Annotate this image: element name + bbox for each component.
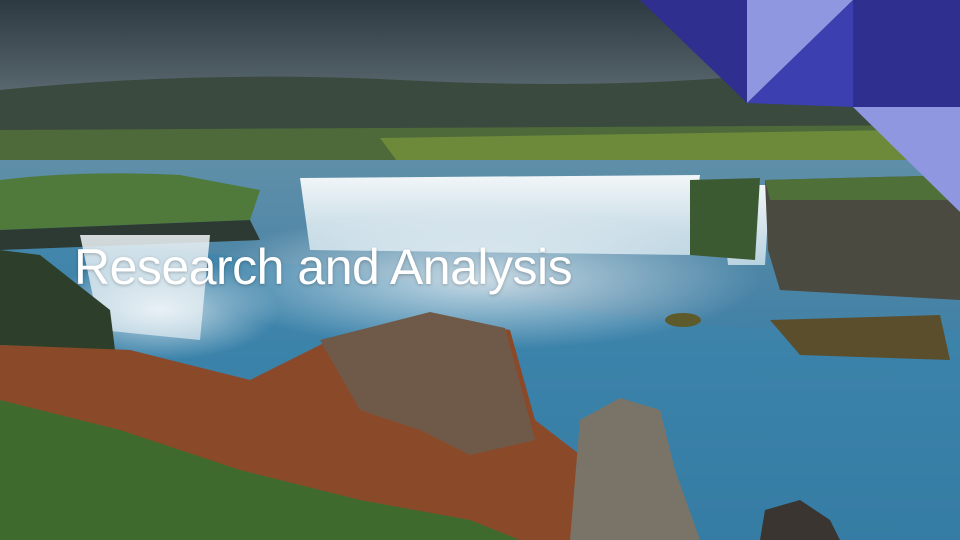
slide-title: Research and Analysis [74, 239, 573, 295]
corner-geometric-decoration [640, 0, 960, 212]
